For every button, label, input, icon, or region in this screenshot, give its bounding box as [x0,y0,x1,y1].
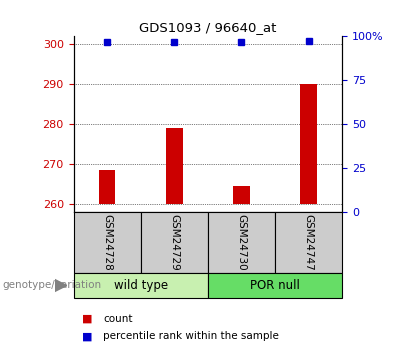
Text: POR null: POR null [250,279,300,292]
Bar [275,212,342,273]
Bar [99,170,116,204]
Text: GSM24729: GSM24729 [169,214,179,271]
Bar [300,84,317,204]
Text: GSM24730: GSM24730 [236,214,247,271]
Bar [141,212,208,273]
Title: GDS1093 / 96640_at: GDS1093 / 96640_at [139,21,277,34]
Polygon shape [55,279,67,292]
Text: count: count [103,314,132,324]
Bar [208,273,342,298]
Bar [74,212,141,273]
Text: GSM24728: GSM24728 [102,214,112,271]
Text: ■: ■ [82,314,92,324]
Bar [166,128,183,204]
Text: GSM24747: GSM24747 [304,214,314,271]
Text: ■: ■ [82,332,92,341]
Text: wild type: wild type [114,279,168,292]
Bar [233,186,250,204]
Bar [208,212,275,273]
Text: genotype/variation: genotype/variation [2,280,101,290]
Bar [74,273,208,298]
Text: percentile rank within the sample: percentile rank within the sample [103,332,279,341]
